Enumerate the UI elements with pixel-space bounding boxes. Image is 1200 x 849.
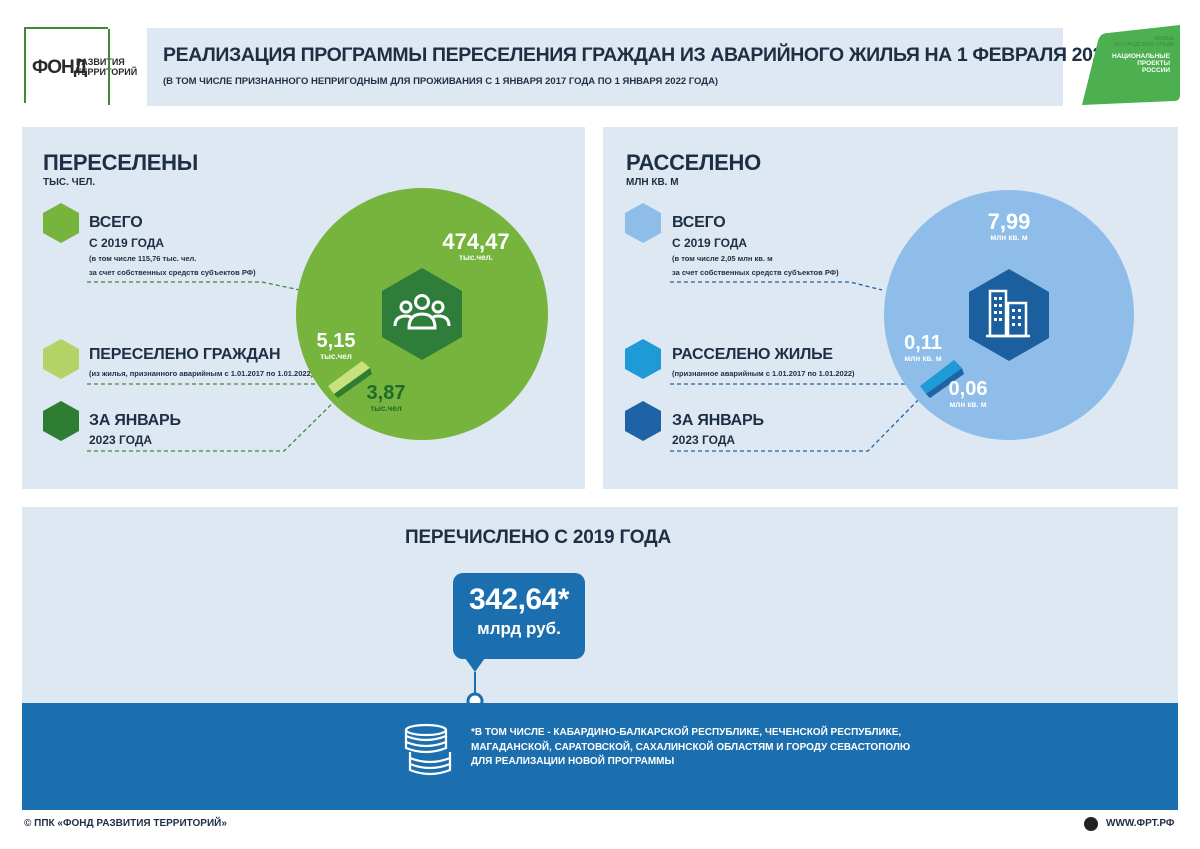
people-icon	[393, 294, 451, 330]
right-panel-title: РАССЕЛЕНО	[626, 150, 761, 175]
footer-website-link[interactable]: WWW.ФРТ.РФ	[1106, 818, 1175, 829]
footnote-line-2: МАГАДАНСКОЙ, САРАТОВСКОЙ, САХАЛИНСКОЙ ОБ…	[471, 741, 911, 753]
right-resettled-value-group: 0,11 млн кв. м	[895, 332, 951, 363]
transferred-funds-panel	[22, 507, 1178, 703]
page-subtitle: (В ТОМ ЧИСЛЕ ПРИЗНАННОГО НЕПРИГОДНЫМ ДЛЯ…	[163, 76, 719, 87]
footnote-line-1: *В ТОМ ЧИСЛЕ - КАБАРДИНО-БАЛКАРСКОЙ РЕСП…	[471, 727, 902, 738]
left-january-value-group: 3,87 тыс.чел	[360, 382, 412, 413]
logo-word-development: РАЗВИТИЯ ТЕРРИТОРИЙ	[76, 57, 138, 77]
left-donut-chart	[296, 188, 548, 440]
transferred-value: 342,64*	[469, 583, 569, 616]
left-resettled-note: (из жилья, признанного аварийным с 1.01.…	[89, 369, 314, 378]
header-banner: РЕАЛИЗАЦИЯ ПРОГРАММЫ ПЕРЕСЕЛЕНИЯ ГРАЖДАН…	[147, 28, 1171, 106]
right-total-value-group: 7,99 млн кв. м	[968, 209, 1050, 243]
left-connector-lines	[87, 281, 347, 452]
left-january-label: ЗА ЯНВАРЬ	[89, 412, 181, 429]
left-total-unit: тыс.чел.	[459, 253, 493, 262]
right-january-hexagon-icon	[625, 401, 661, 441]
left-resettled-label: ПЕРЕСЕЛЕНО ГРАЖДАН	[89, 346, 281, 363]
left-january-value: 3,87	[366, 382, 406, 404]
left-january-unit: тыс.чел	[370, 404, 402, 413]
right-january-year: 2023 ГОДА	[672, 433, 736, 447]
right-resettled-note: (признанное аварийным с 1.01.2017 по 1.0…	[672, 369, 855, 378]
page-title: РЕАЛИЗАЦИЯ ПРОГРАММЫ ПЕРЕСЕЛЕНИЯ ГРАЖДАН…	[163, 44, 1171, 66]
left-panel-unit: ТЫС. ЧЕЛ.	[43, 177, 96, 188]
left-total-label: ВСЕГО	[89, 214, 143, 231]
left-resettled-value: 5,15	[316, 330, 356, 352]
footnote-line-3: ДЛЯ РЕАЛИЗАЦИИ НОВОЙ ПРОГРАММЫ	[471, 756, 675, 767]
transferred-unit: млрд руб.	[477, 619, 561, 638]
left-resettled-unit: тыс.чел	[320, 352, 352, 361]
left-total-note-2: за счет собственных средств субъектов РФ…	[89, 268, 256, 277]
logo-word-fund: ФОНД	[32, 57, 87, 78]
left-panel-title: ПЕРЕСЕЛЕНЫ	[43, 150, 198, 175]
footer-copyright: © ППК «ФОНД РАЗВИТИЯ ТЕРРИТОРИЙ»	[24, 818, 227, 829]
transferred-value-bubble: 342,64* млрд руб.	[453, 573, 585, 659]
left-total-since: С 2019 ГОДА	[89, 236, 165, 250]
logo-bar	[108, 29, 110, 105]
left-total-hexagon-icon	[43, 203, 79, 243]
right-january-value-group: 0,06 млн кв. м	[940, 378, 996, 409]
national-projects-logo: ЖИЛЬЕ И ГОРОДСКАЯ СРЕДА НАЦИОНАЛЬНЫЕ ПРО…	[1080, 25, 1180, 105]
right-total-since: С 2019 ГОДА	[672, 236, 748, 250]
fund-logo: ФОНД РАЗВИТИЯ ТЕРРИТОРИЙ	[24, 27, 137, 105]
footer-dot-icon	[1084, 817, 1098, 831]
left-january-hexagon-icon	[43, 401, 79, 441]
right-january-label: ЗА ЯНВАРЬ	[672, 412, 764, 429]
right-connector-lines	[670, 281, 927, 452]
right-january-value: 0,06	[948, 378, 988, 400]
right-total-note-2: за счет собственных средств субъектов РФ…	[672, 268, 839, 277]
right-panel-unit: МЛН КВ. М	[626, 177, 679, 188]
national-projects-text: НАЦИОНАЛЬНЫЕ ПРОЕКТЫ РОССИИ	[1112, 53, 1170, 74]
building-icon	[986, 289, 1030, 338]
right-january-unit: млн кв. м	[949, 400, 987, 409]
note-band	[22, 703, 1178, 810]
left-total-value-group: 474,47 тыс.чел.	[432, 229, 520, 263]
left-total-value: 474,47	[442, 229, 510, 254]
coins-icon	[404, 723, 452, 776]
right-total-label: ВСЕГО	[672, 214, 726, 231]
right-total-value: 7,99	[987, 209, 1031, 234]
left-total-note-1: (в том числе 115,76 тыс. чел.	[89, 254, 197, 263]
national-projects-shape-icon	[1082, 25, 1180, 105]
transferred-title: ПЕРЕЧИСЛЕНО С 2019 ГОДА	[405, 527, 671, 548]
footnote: *В ТОМ ЧИСЛЕ - КАБАРДИНО-БАЛКАРСКОЙ РЕСП…	[471, 726, 910, 770]
right-resettled-value: 0,11	[904, 332, 942, 354]
right-donut-chart	[884, 190, 1134, 440]
right-resettled-unit: млн кв. м	[904, 354, 942, 363]
right-resettled-label: РАССЕЛЕНО ЖИЛЬЕ	[672, 346, 833, 363]
left-resettled-hexagon-icon	[43, 339, 79, 379]
right-total-note-1: (в том числе 2,05 млн кв. м	[672, 254, 773, 263]
national-projects-caption: ЖИЛЬЕ И ГОРОДСКАЯ СРЕДА	[1115, 36, 1174, 48]
right-total-unit: млн кв. м	[990, 233, 1028, 242]
left-resettled-value-group: 5,15 тыс.чел	[308, 330, 364, 361]
right-resettled-hexagon-icon	[625, 339, 661, 379]
left-january-year: 2023 ГОДА	[89, 433, 153, 447]
right-total-hexagon-icon	[625, 203, 661, 243]
